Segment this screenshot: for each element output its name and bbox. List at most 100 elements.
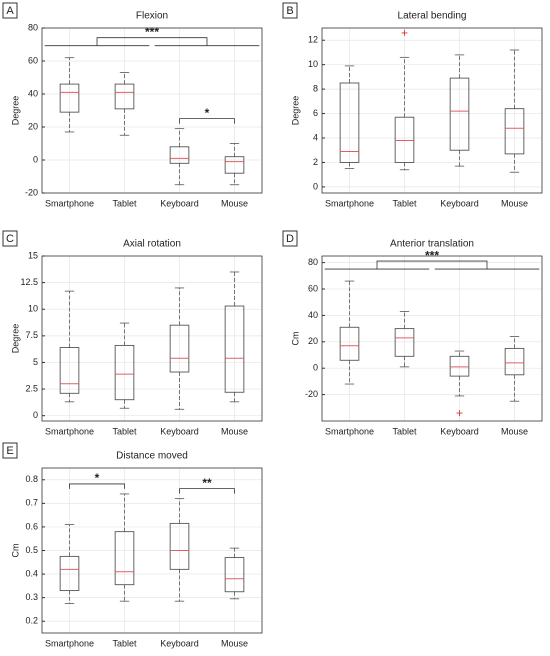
significance: *: [205, 106, 210, 120]
y-tick-label: 0: [33, 154, 38, 164]
x-tick-label: Mouse: [501, 426, 528, 436]
box: [59, 347, 80, 394]
y-axis-label: Degree: [10, 96, 20, 126]
x-tick-label: Tablet: [392, 198, 417, 208]
box: [339, 82, 360, 163]
chart-title: Distance moved: [116, 451, 188, 462]
plot-frame: [41, 255, 263, 422]
y-tick-label: 7.5: [25, 330, 38, 340]
y-tick-label: 40: [28, 88, 38, 98]
y-tick-label: 0.2: [25, 616, 38, 626]
panel-letter: D: [286, 233, 294, 245]
x-tick-label: Keyboard: [160, 638, 199, 648]
box: [169, 522, 190, 570]
y-tick-label: 2: [313, 157, 318, 167]
y-tick-label: 4: [313, 132, 318, 142]
panel: A Flexion Degree -20 0 20 40 60 80 Smartphone Tabl…: [2, 2, 263, 208]
box: [114, 344, 135, 401]
y-tick-label: 12: [308, 35, 318, 45]
box: [504, 347, 525, 376]
panel-letter: A: [6, 5, 14, 17]
x-tick-label: Mouse: [221, 638, 248, 648]
chart-title: Flexion: [136, 11, 168, 22]
plot-frame: [321, 255, 543, 422]
bracket: [44, 37, 260, 47]
y-tick-label: 2.5: [25, 383, 38, 393]
x-tick-label: Keyboard: [440, 426, 479, 436]
y-tick-label: 5: [33, 357, 38, 367]
box: [339, 326, 360, 361]
significance: *: [95, 471, 100, 485]
box: [224, 156, 245, 174]
plot-frame: [41, 27, 263, 194]
plot-frame: [321, 27, 543, 194]
y-tick-label: 60: [308, 283, 318, 293]
plot-frame: [41, 467, 263, 634]
bracket: [179, 488, 235, 494]
x-tick-label: Smartphone: [45, 426, 94, 436]
y-tick-label: 0: [313, 181, 318, 191]
y-tick-label: 15: [28, 250, 38, 260]
box: [449, 77, 470, 151]
box: [114, 83, 135, 110]
y-tick-label: 40: [308, 310, 318, 320]
significance: **: [202, 476, 212, 490]
y-tick-label: 0.3: [25, 592, 38, 602]
x-tick-label: Mouse: [501, 198, 528, 208]
chart-title: Anterior translation: [390, 239, 474, 250]
y-tick-label: 0.7: [25, 498, 38, 508]
panel-letter-box: [2, 442, 18, 459]
box: [224, 557, 245, 593]
box: [169, 146, 190, 164]
x-tick-label: Tablet: [112, 198, 137, 208]
box: [504, 108, 525, 155]
box: [59, 83, 80, 113]
x-tick-label: Smartphone: [45, 198, 94, 208]
panel-letter: E: [6, 445, 13, 457]
x-tick-label: Keyboard: [160, 198, 199, 208]
y-axis-label: Degree: [10, 324, 20, 354]
x-tick-label: Smartphone: [45, 638, 94, 648]
y-tick-label: 0.4: [25, 568, 38, 578]
x-tick-label: Smartphone: [325, 426, 374, 436]
bracket: [69, 483, 125, 489]
x-tick-label: Tablet: [112, 426, 137, 436]
x-tick-label: Keyboard: [160, 426, 199, 436]
y-tick-label: 80: [308, 257, 318, 267]
bracket: [324, 260, 540, 270]
y-tick-label: -20: [305, 389, 318, 399]
x-tick-label: Smartphone: [325, 198, 374, 208]
outlier: [401, 29, 408, 36]
y-tick-label: 80: [28, 22, 38, 32]
y-tick-label: 8: [313, 83, 318, 93]
x-tick-label: Tablet: [112, 638, 137, 648]
chart-title: Lateral bending: [398, 11, 467, 22]
panel-letter: C: [6, 233, 14, 245]
y-tick-label: 0.8: [25, 474, 38, 484]
panel-letter-box: [282, 230, 298, 247]
panel: D Anterior translation Cm -20 0 20 40 60 80 Smart…: [282, 230, 543, 436]
panel: C Axial rotation Degree 0 2.5 5 7.5 10 12.5 15 Sma…: [2, 230, 263, 436]
y-tick-label: 12.5: [20, 277, 38, 287]
outlier: [456, 410, 463, 417]
panel: E Distance moved Cm 0.2 0.3 0.4 0.5 0.6 0.7 0.8 Sm…: [2, 442, 263, 648]
x-tick-label: Mouse: [221, 198, 248, 208]
y-tick-label: 0.6: [25, 521, 38, 531]
y-tick-label: 10: [308, 59, 318, 69]
box: [169, 324, 190, 373]
panel-letter: B: [286, 5, 293, 17]
y-tick-label: 0.5: [25, 545, 38, 555]
x-tick-label: Tablet: [392, 426, 417, 436]
y-tick-label: -20: [25, 187, 38, 197]
panel-letter-box: [282, 2, 298, 19]
x-tick-label: Mouse: [221, 426, 248, 436]
significance: ***: [145, 25, 159, 39]
y-tick-label: 10: [28, 304, 38, 314]
y-tick-label: 20: [28, 121, 38, 131]
y-axis-label: Degree: [290, 96, 300, 126]
bracket: [179, 118, 235, 124]
box: [394, 328, 415, 357]
box: [449, 355, 470, 377]
